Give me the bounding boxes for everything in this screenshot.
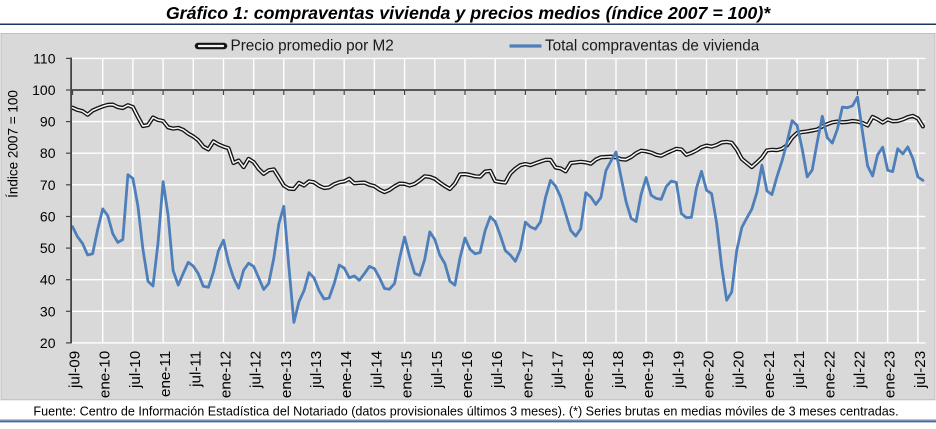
svg-text:70: 70 — [40, 177, 56, 193]
svg-text:ene-22: ene-22 — [821, 351, 838, 398]
svg-text:ene-10: ene-10 — [97, 351, 114, 398]
svg-text:ene-15: ene-15 — [399, 351, 416, 398]
svg-text:60: 60 — [40, 209, 56, 225]
svg-text:jul-12: jul-12 — [248, 351, 265, 389]
svg-text:Fuente: Centro de Información: Fuente: Centro de Información Estadístic… — [33, 405, 898, 419]
svg-text:jul-18: jul-18 — [610, 351, 627, 389]
svg-text:50: 50 — [40, 240, 56, 256]
svg-text:Gráfico 1: compraventas vivien: Gráfico 1: compraventas vivienda y preci… — [166, 3, 771, 23]
svg-text:jul-23: jul-23 — [912, 351, 929, 389]
svg-text:ene-20: ene-20 — [701, 351, 718, 398]
svg-text:40: 40 — [40, 272, 56, 288]
svg-text:jul-17: jul-17 — [550, 351, 567, 389]
svg-text:jul-13: jul-13 — [308, 351, 325, 389]
svg-text:jul-10: jul-10 — [127, 351, 144, 389]
svg-text:ene-11: ene-11 — [157, 351, 174, 397]
svg-text:90: 90 — [40, 114, 56, 130]
svg-text:jul-09: jul-09 — [67, 351, 84, 389]
svg-text:jul-14: jul-14 — [368, 351, 385, 389]
svg-text:80: 80 — [40, 145, 56, 161]
svg-text:100: 100 — [32, 82, 56, 98]
svg-text:30: 30 — [40, 303, 56, 319]
svg-text:ene-16: ene-16 — [459, 351, 476, 398]
svg-text:jul-21: jul-21 — [791, 351, 808, 389]
svg-text:ene-17: ene-17 — [519, 351, 536, 398]
svg-text:jul-11: jul-11 — [187, 351, 204, 388]
svg-text:jul-15: jul-15 — [429, 351, 446, 389]
svg-text:Total compraventas de vivienda: Total compraventas de vivienda — [545, 38, 760, 55]
svg-text:jul-16: jul-16 — [489, 351, 506, 389]
svg-text:ene-23: ene-23 — [882, 351, 899, 398]
svg-text:Precio promedio por M2: Precio promedio por M2 — [231, 38, 394, 55]
svg-text:jul-20: jul-20 — [731, 351, 748, 389]
svg-text:Índice 2007 = 100: Índice 2007 = 100 — [6, 90, 21, 198]
svg-text:ene-18: ene-18 — [580, 351, 597, 398]
svg-text:20: 20 — [40, 335, 56, 351]
svg-text:ene-12: ene-12 — [218, 351, 235, 398]
svg-text:jul-19: jul-19 — [670, 351, 687, 389]
svg-text:jul-22: jul-22 — [852, 351, 869, 389]
svg-text:ene-21: ene-21 — [761, 351, 778, 398]
svg-text:ene-19: ene-19 — [640, 351, 657, 398]
svg-text:ene-14: ene-14 — [338, 351, 355, 398]
svg-text:ene-13: ene-13 — [278, 351, 295, 398]
svg-text:110: 110 — [33, 50, 56, 66]
